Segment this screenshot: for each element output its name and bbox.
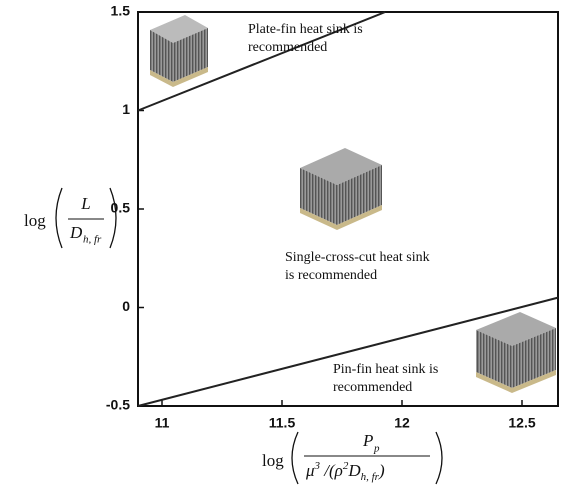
x-tick-label: 11: [155, 415, 170, 431]
cross-cut-icon: [300, 148, 382, 230]
x-label-num-sub: p: [373, 443, 380, 455]
annotation: is recommended: [285, 268, 377, 283]
plate-fin-icon: [150, 15, 208, 87]
annotation: recommended: [248, 40, 327, 55]
y-tick-label: 0: [122, 298, 130, 314]
paren: [291, 431, 299, 485]
y-label-log: log: [24, 211, 46, 230]
y-tick-label: -0.5: [106, 397, 130, 413]
y-label-num: L: [80, 194, 90, 213]
y-axis-label: log L D h, fr: [24, 187, 117, 249]
y-label-den: D: [69, 223, 83, 242]
boundary-line: [137, 11, 386, 112]
x-tick-label: 11.5: [269, 415, 296, 431]
y-tick-label: 0.5: [111, 200, 131, 216]
paren: [109, 187, 117, 249]
x-tick-label: 12: [394, 415, 410, 431]
paren: [55, 187, 63, 249]
y-tick-label: 1.5: [111, 3, 131, 19]
annotation: Plate-fin heat sink is: [248, 22, 363, 37]
pin-fin-icon: [476, 312, 556, 393]
annotation: Pin-fin heat sink is: [333, 362, 438, 377]
x-label-den: μ3 /(ρ2Dh, fr): [305, 460, 385, 483]
x-label-log: log: [262, 451, 284, 470]
annotation: recommended: [333, 380, 412, 395]
x-tick-label: 12.5: [508, 415, 535, 431]
boundary-line: [137, 296, 559, 407]
annotation: Single-cross-cut heat sink: [285, 250, 430, 265]
y-tick-label: 1: [122, 101, 130, 117]
x-label-num: P: [362, 431, 373, 450]
y-label-sub: h, fr: [83, 234, 102, 246]
paren: [435, 431, 443, 485]
x-axis-label: log P p μ3 /(ρ2Dh, fr): [262, 431, 443, 485]
